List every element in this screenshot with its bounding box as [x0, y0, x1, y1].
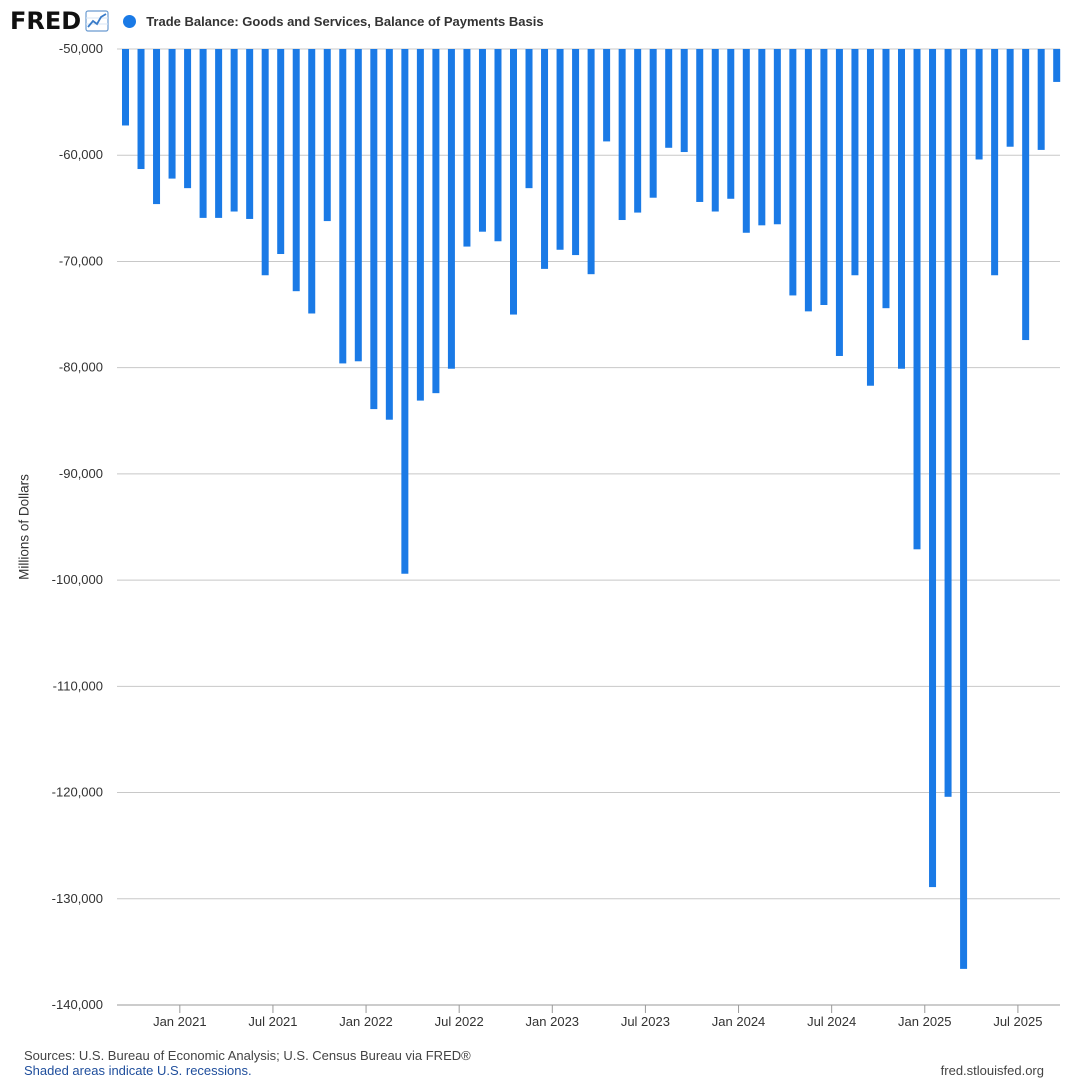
bar: [587, 49, 595, 275]
bar: [246, 49, 254, 219]
y-tick-label: -100,000: [52, 572, 103, 587]
bar: [1037, 49, 1045, 150]
bar: [510, 49, 517, 315]
bar: [308, 49, 316, 314]
bar: [354, 49, 362, 362]
bar: [1053, 49, 1061, 82]
bar: [991, 49, 999, 276]
bar: [711, 49, 719, 212]
bar: [851, 49, 859, 276]
bar: [323, 49, 331, 222]
bar: [882, 49, 890, 309]
y-tick-label: -110,000: [53, 678, 103, 693]
bar: [696, 49, 704, 202]
x-tick-label: Jul 2023: [621, 1014, 670, 1029]
bar: [975, 49, 983, 160]
bar: [634, 49, 642, 213]
y-tick-label: -130,000: [52, 891, 103, 906]
bar: [820, 49, 828, 305]
y-tick-label: -140,000: [52, 997, 103, 1012]
bar: [665, 49, 673, 148]
bar: [416, 49, 424, 401]
y-tick-label: -60,000: [59, 147, 103, 162]
bar: [153, 49, 161, 205]
bar: [137, 49, 145, 170]
legend-label: Trade Balance: Goods and Services, Balan…: [146, 13, 544, 29]
bar: [199, 49, 207, 218]
bar: [929, 49, 937, 888]
bar: [618, 49, 626, 221]
bar: [478, 49, 486, 232]
bar: [230, 49, 238, 212]
bar: [944, 49, 952, 797]
bar: [556, 49, 564, 250]
x-tick-label: Jan 2025: [898, 1014, 952, 1029]
bars: [122, 49, 1061, 969]
x-tick-label: Jul 2021: [248, 1014, 297, 1029]
bar: [789, 49, 797, 296]
x-tick-label: Jul 2022: [435, 1014, 484, 1029]
bar: [339, 49, 347, 364]
bar: [277, 49, 285, 255]
chart-header: FRED Trade Balance: Goods and Services, …: [10, 6, 544, 36]
bar: [742, 49, 750, 233]
recession-note-link[interactable]: Shaded areas indicate U.S. recessions.: [24, 1063, 252, 1078]
footer-sources: Sources: U.S. Bureau of Economic Analysi…: [24, 1048, 471, 1063]
bar: [463, 49, 471, 247]
bar: [541, 49, 549, 269]
bar: [370, 49, 378, 410]
bar: [525, 49, 533, 189]
x-tick-label: Jul 2025: [993, 1014, 1042, 1029]
bar: [385, 49, 393, 420]
y-tick-label: -90,000: [59, 466, 103, 481]
x-tick-label: Jan 2022: [339, 1014, 393, 1029]
bar: [432, 49, 440, 394]
bar: [1006, 49, 1014, 147]
bar: [758, 49, 766, 226]
x-tick-label: Jul 2024: [807, 1014, 856, 1029]
bar-chart: -50,000 -60,000 -70,000 -80,000 -90,000 -100,…: [52, 41, 1061, 1029]
x-tick-label: Jan 2024: [712, 1014, 766, 1029]
legend-marker: [123, 14, 137, 28]
bar: [680, 49, 688, 153]
y-tick-label: -70,000: [59, 253, 103, 268]
footer-site-link[interactable]: fred.stlouisfed.org: [940, 1063, 1044, 1078]
x-tick-label: Jan 2023: [526, 1014, 580, 1029]
bar: [804, 49, 812, 312]
bar: [913, 49, 921, 550]
axes: -50,000 -60,000 -70,000 -80,000 -90,000 -100,…: [52, 41, 1060, 1029]
bar: [494, 49, 502, 242]
bar: [773, 49, 781, 225]
y-tick-label: -50,000: [59, 41, 103, 56]
line-chart-icon: [85, 10, 109, 32]
bar: [960, 49, 968, 969]
bar: [835, 49, 843, 356]
bar: [649, 49, 657, 198]
y-axis-label: Millions of Dollars: [16, 474, 32, 580]
bar: [447, 49, 455, 369]
bar: [292, 49, 300, 292]
bar: [215, 49, 223, 218]
bar: [261, 49, 269, 276]
x-tick-label: Jan 2021: [153, 1014, 207, 1029]
bar: [866, 49, 874, 386]
y-tick-label: -120,000: [52, 785, 103, 800]
bar: [122, 49, 129, 126]
bar: [603, 49, 611, 142]
y-tick-label: -80,000: [59, 360, 103, 375]
bar: [184, 49, 192, 189]
bar: [1022, 49, 1030, 341]
fred-logo[interactable]: FRED: [10, 7, 82, 35]
bar: [572, 49, 580, 256]
bar: [898, 49, 905, 369]
bar: [168, 49, 176, 179]
bar: [401, 49, 409, 574]
bar: [727, 49, 735, 199]
